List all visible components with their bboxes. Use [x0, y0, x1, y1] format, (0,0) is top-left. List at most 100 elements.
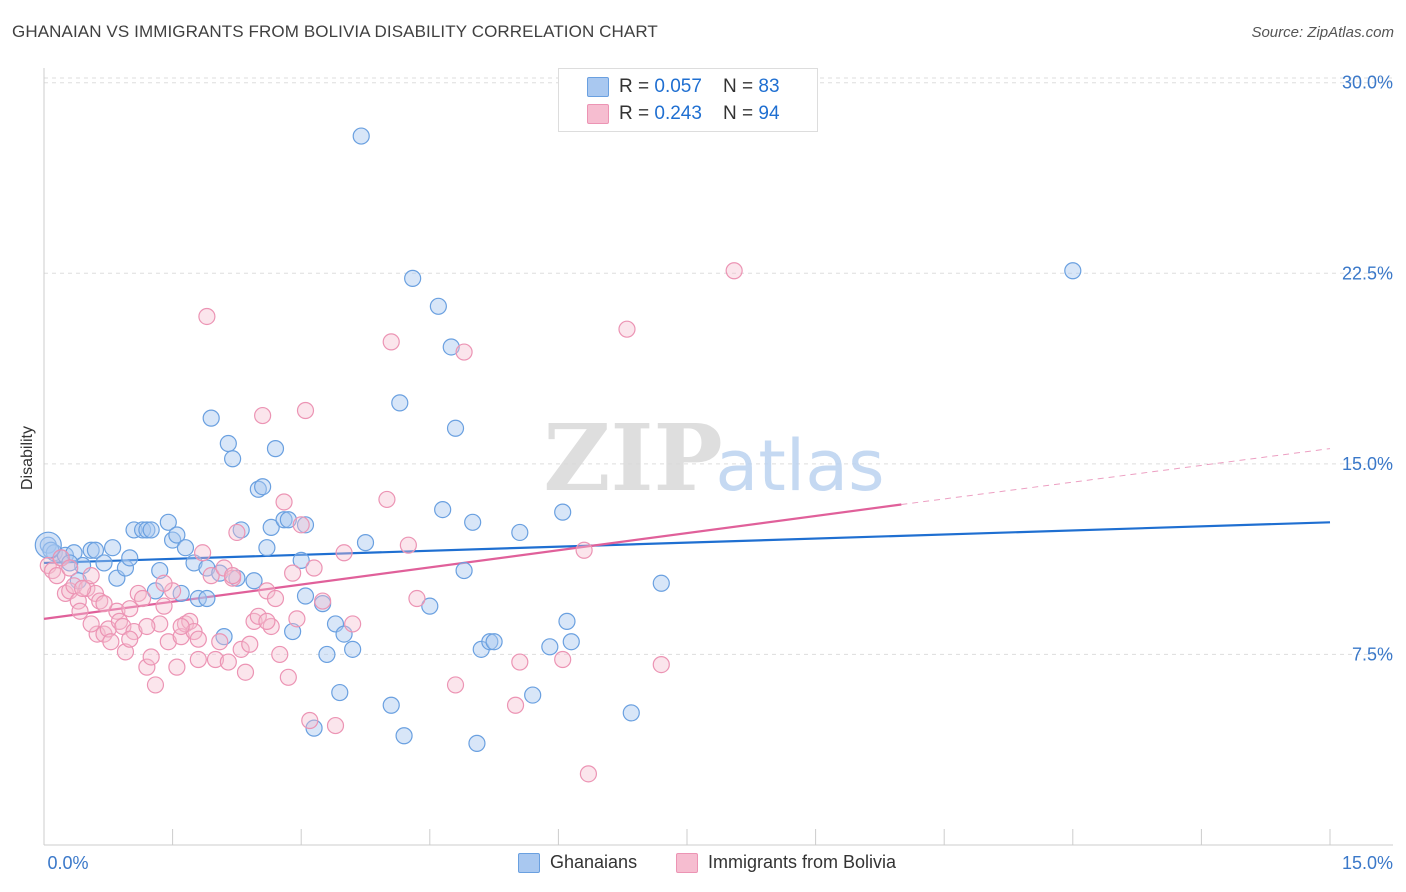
data-point-bolivia — [95, 595, 113, 613]
data-point-bolivia — [399, 536, 417, 554]
points-bolivia — [39, 262, 743, 783]
data-point-ghanaians — [429, 297, 447, 315]
data-point-bolivia — [725, 262, 743, 280]
x-tick-label: 15.0% — [1342, 853, 1393, 873]
data-point-bolivia — [236, 663, 255, 681]
data-point-bolivia — [172, 617, 190, 636]
data-point-bolivia — [198, 307, 216, 326]
data-point-ghanaians — [86, 541, 105, 559]
axes — [43, 68, 1393, 846]
data-point-ghanaians — [652, 574, 670, 592]
tick-labels: 7.5% 15.0% 22.5% 30.0% 0.0% 15.0% — [47, 73, 1393, 873]
data-point-bolivia — [82, 615, 100, 633]
data-point-ghanaians — [95, 554, 113, 572]
points-ghanaians — [34, 127, 1082, 752]
legend-r-value: 0.243 — [654, 103, 702, 124]
data-point-bolivia — [408, 589, 426, 608]
y-tick-label: 22.5% — [1342, 263, 1393, 283]
data-point-ghanaians — [404, 269, 422, 287]
data-point-bolivia — [211, 633, 229, 651]
data-point-bolivia — [48, 567, 66, 585]
data-point-bolivia — [344, 615, 362, 633]
data-point-ghanaians — [442, 338, 460, 356]
data-point-bolivia — [511, 653, 529, 671]
data-point-bolivia — [579, 765, 598, 783]
chart-title: GHANAIAN VS IMMIGRANTS FROM BOLIVIA DISA… — [12, 22, 658, 41]
data-point-bolivia — [159, 633, 177, 651]
data-point-ghanaians-cluster — [34, 531, 62, 559]
data-point-bolivia — [71, 602, 89, 620]
data-point-bolivia — [335, 544, 353, 562]
data-point-ghanaians — [344, 640, 362, 658]
legend-item-ghanaians: Ghanaians — [518, 852, 637, 873]
trend-line-bolivia-extension — [901, 448, 1331, 506]
data-point-bolivia — [305, 559, 323, 577]
watermark-zip: ZIP — [543, 404, 722, 512]
data-point-bolivia — [61, 559, 79, 577]
data-point-bolivia — [258, 612, 276, 630]
data-point-ghanaians — [558, 612, 576, 630]
data-point-bolivia — [275, 493, 293, 511]
x-tick-label: 0.0% — [47, 853, 88, 873]
data-point-ghanaians — [464, 513, 482, 531]
chart-source: Source: ZipAtlas.com — [1251, 24, 1394, 41]
data-point-ghanaians — [382, 696, 400, 714]
watermark: ZIP atlas — [543, 404, 884, 512]
data-point-bolivia — [266, 589, 285, 608]
data-point-bolivia — [138, 617, 156, 636]
data-point-bolivia — [224, 567, 242, 585]
legend-swatch-blue — [587, 77, 609, 97]
data-point-ghanaians — [391, 394, 409, 412]
data-point-bolivia — [271, 645, 289, 664]
data-point-bolivia — [138, 658, 156, 676]
legend-label-bolivia: Immigrants from Bolivia — [708, 852, 897, 872]
legend-n-label: N = — [723, 76, 759, 97]
data-point-bolivia — [232, 640, 250, 658]
legend-item-bolivia: Immigrants from Bolivia — [676, 852, 896, 873]
data-point-ghanaians — [116, 559, 135, 577]
data-point-ghanaians — [121, 549, 139, 567]
data-point-ghanaians — [168, 526, 186, 544]
data-point-ghanaians — [258, 539, 276, 557]
data-point-ghanaians — [481, 633, 499, 651]
data-point-bolivia — [554, 650, 572, 669]
data-point-bolivia — [189, 650, 207, 669]
data-point-bolivia — [78, 579, 96, 597]
legend-r-label: R = — [619, 103, 655, 124]
data-point-ghanaians — [524, 686, 542, 704]
data-point-ghanaians — [159, 513, 177, 531]
data-point-bolivia — [288, 610, 306, 628]
data-point-ghanaians — [356, 534, 375, 552]
data-point-bolivia — [455, 343, 473, 361]
data-point-ghanaians — [511, 523, 529, 542]
data-point-bolivia — [121, 600, 139, 618]
data-point-bolivia — [382, 333, 400, 351]
data-point-bolivia — [506, 696, 525, 714]
data-point-bolivia — [202, 567, 220, 585]
data-point-bolivia — [228, 523, 246, 542]
data-point-ghanaians — [138, 521, 156, 539]
data-point-bolivia — [181, 612, 199, 630]
data-point-ghanaians — [331, 683, 349, 702]
legend-swatch-blue — [518, 852, 540, 873]
trend-line-ghanaians — [43, 521, 1331, 565]
data-point-bolivia — [155, 574, 173, 592]
data-point-ghanaians — [224, 450, 242, 468]
legend-r-value: 0.057 — [654, 76, 702, 97]
data-point-bolivia — [108, 602, 126, 620]
data-point-bolivia — [116, 643, 135, 661]
data-point-ghanaians — [279, 511, 297, 529]
legend-swatch-pink — [676, 852, 698, 873]
legend-n-label: N = — [723, 103, 759, 124]
data-point-ghanaians — [142, 521, 160, 539]
data-point-bolivia — [284, 564, 302, 582]
data-point-ghanaians — [103, 539, 122, 557]
data-point-ghanaians — [262, 518, 280, 536]
data-point-bolivia — [219, 653, 237, 671]
data-point-ghanaians — [245, 572, 263, 590]
watermark-atlas: atlas — [715, 425, 884, 507]
data-point-bolivia — [133, 589, 152, 608]
data-point-bolivia — [172, 628, 190, 646]
correlation-legend: R = 0.057 N = 83 R = 0.243 N = 94 — [558, 68, 818, 132]
data-point-ghanaians — [318, 645, 336, 664]
